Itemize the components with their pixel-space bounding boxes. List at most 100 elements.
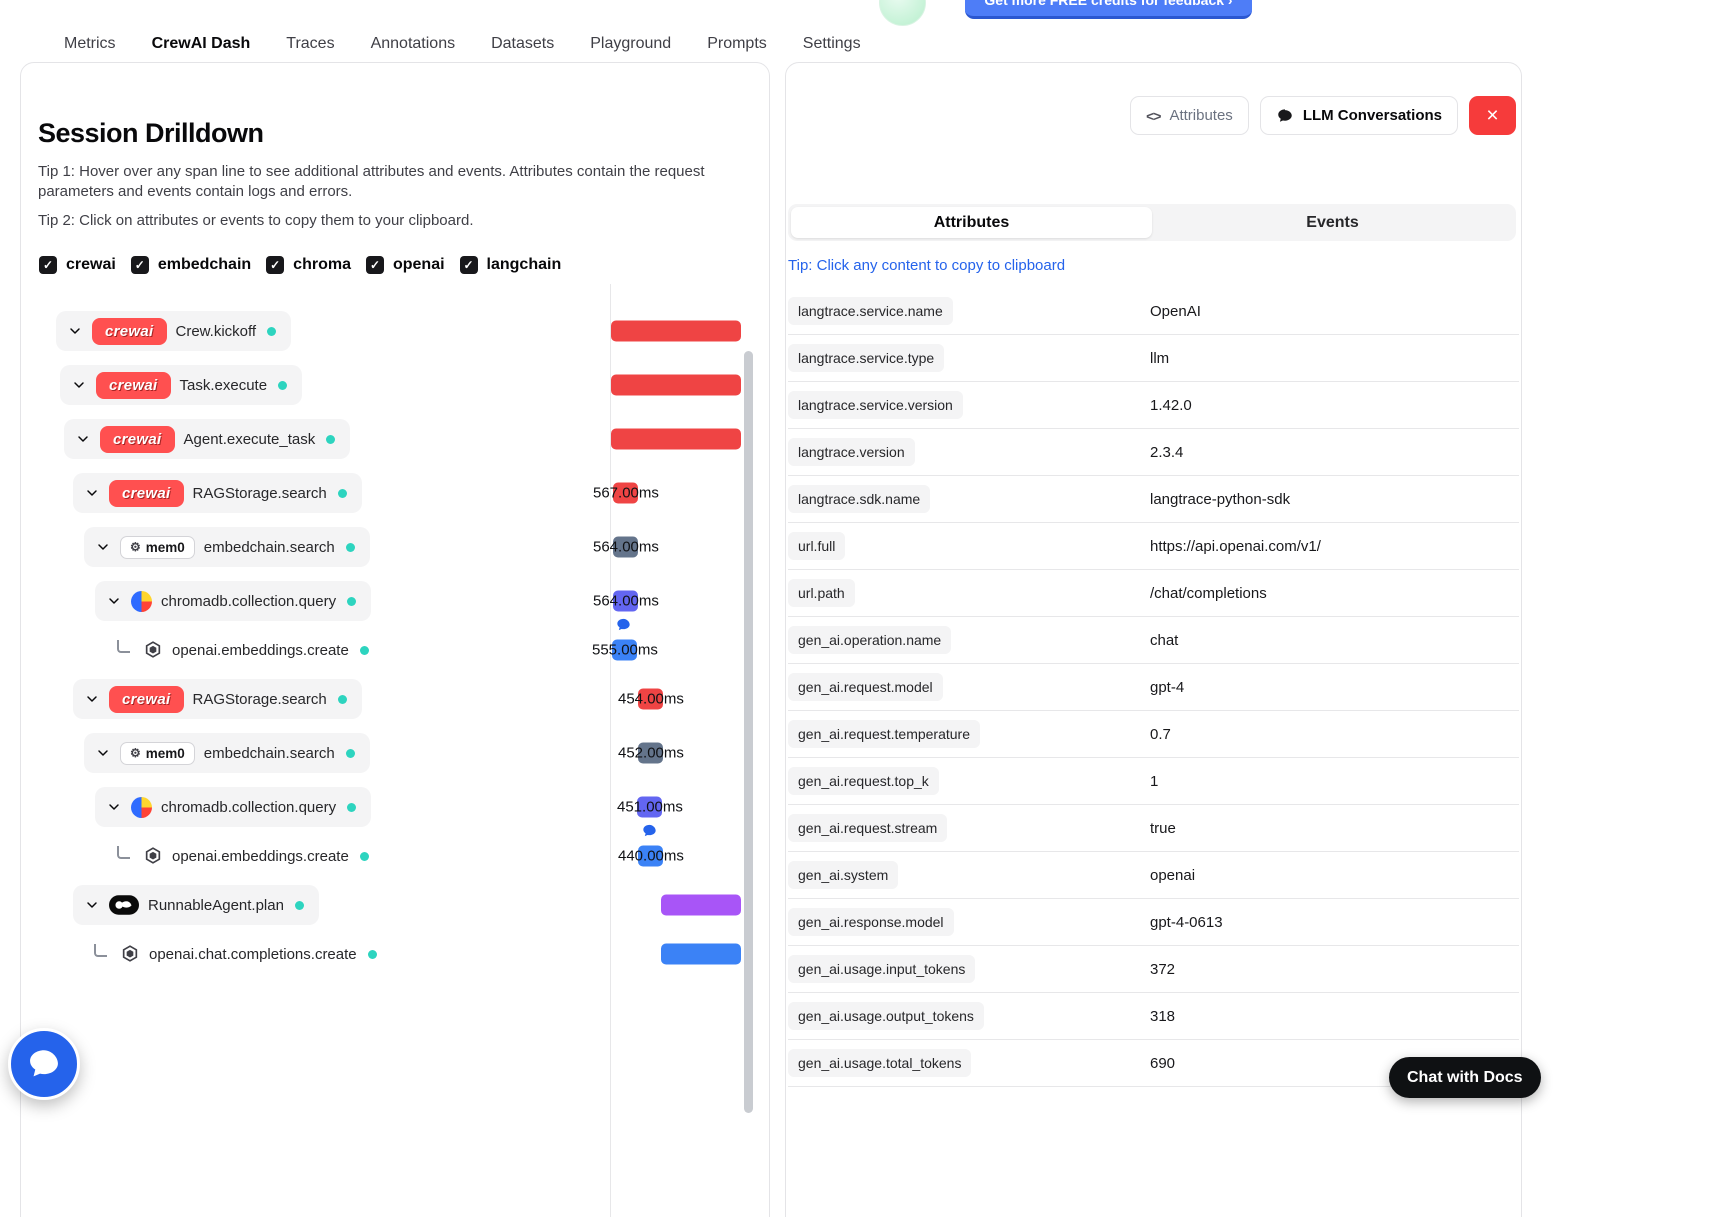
attribute-key[interactable]: langtrace.version xyxy=(788,438,915,466)
attribute-value[interactable]: /chat/completions xyxy=(1150,584,1267,602)
tab-annotations[interactable]: Annotations xyxy=(353,25,474,69)
checkbox-crewai[interactable]: ✓ xyxy=(39,255,57,274)
chevron-down-icon[interactable] xyxy=(71,377,87,393)
span-openai-chat-completions-create[interactable]: openai.chat.completions.create xyxy=(94,944,377,964)
attribute-row: gen_ai.response.model gpt-4-0613 xyxy=(788,899,1519,946)
attribute-key[interactable]: gen_ai.request.model xyxy=(788,673,943,701)
attribute-key[interactable]: url.full xyxy=(788,532,846,560)
tab-metrics[interactable]: Metrics xyxy=(46,25,134,69)
tab-prompts[interactable]: Prompts xyxy=(689,25,785,69)
timeline-bar[interactable] xyxy=(638,845,663,867)
attribute-key[interactable]: langtrace.sdk.name xyxy=(788,485,931,513)
attribute-key[interactable]: gen_ai.request.temperature xyxy=(788,720,980,748)
avatar[interactable] xyxy=(879,0,926,26)
attribute-key[interactable]: gen_ai.usage.output_tokens xyxy=(788,1002,984,1030)
chevron-down-icon[interactable] xyxy=(67,323,83,339)
timeline-bar[interactable] xyxy=(661,943,741,965)
event-bubble-icon[interactable] xyxy=(615,617,632,634)
attribute-value[interactable]: openai xyxy=(1150,866,1196,884)
attribute-value[interactable]: 690 xyxy=(1150,1054,1176,1072)
timeline-bar[interactable] xyxy=(638,742,663,764)
chevron-down-icon[interactable] xyxy=(106,593,122,609)
chevron-down-icon[interactable] xyxy=(84,691,100,707)
chat-widget-button[interactable] xyxy=(8,1028,80,1100)
span-Agent-execute_task[interactable]: crewai Agent.execute_task xyxy=(64,419,351,459)
chevron-down-icon[interactable] xyxy=(95,745,111,761)
tab-playground[interactable]: Playground xyxy=(572,25,689,69)
timeline-bar[interactable] xyxy=(637,796,662,818)
attribute-value[interactable]: gpt-4 xyxy=(1150,678,1185,696)
span-RAGStorage-search[interactable]: crewai RAGStorage.search xyxy=(73,679,362,719)
checkbox-langchain[interactable]: ✓ xyxy=(459,255,478,274)
chevron-down-icon[interactable] xyxy=(75,431,91,447)
llm-conversations-button[interactable]: LLM Conversations xyxy=(1259,96,1458,135)
attribute-key[interactable]: gen_ai.request.stream xyxy=(788,814,948,842)
span-openai-embeddings-create[interactable]: openai.embeddings.create xyxy=(117,846,369,866)
attribute-key[interactable]: langtrace.service.version xyxy=(788,391,963,419)
span-embedchain-search[interactable]: ⚙ mem0 embedchain.search xyxy=(84,527,370,567)
attribute-key[interactable]: gen_ai.usage.total_tokens xyxy=(788,1049,972,1077)
attribute-key[interactable]: url.path xyxy=(788,579,855,607)
attribute-value[interactable]: OpenAI xyxy=(1150,302,1201,320)
timeline-bar[interactable] xyxy=(613,536,638,558)
timeline-bar[interactable] xyxy=(613,482,638,504)
close-button[interactable]: × xyxy=(1469,96,1516,135)
span-Crew-kickoff[interactable]: crewai Crew.kickoff xyxy=(56,311,292,351)
attribute-key[interactable]: gen_ai.system xyxy=(788,861,899,889)
attribute-row: gen_ai.usage.output_tokens 318 xyxy=(788,993,1519,1040)
tree-scrollbar[interactable] xyxy=(744,351,753,1113)
checkbox-chroma[interactable]: ✓ xyxy=(266,255,285,274)
timeline-bar[interactable] xyxy=(638,688,663,710)
span-embedchain-search[interactable]: ⚙ mem0 embedchain.search xyxy=(84,733,370,773)
attribute-key[interactable]: langtrace.service.type xyxy=(788,344,945,372)
attribute-key[interactable]: gen_ai.usage.input_tokens xyxy=(788,955,976,983)
attribute-value[interactable]: 2.3.4 xyxy=(1150,443,1184,461)
span-RAGStorage-search[interactable]: crewai RAGStorage.search xyxy=(73,473,362,513)
timeline-bar[interactable] xyxy=(611,374,741,396)
attribute-value[interactable]: gpt-4-0613 xyxy=(1150,913,1223,931)
tab-events[interactable]: Events xyxy=(1306,213,1359,231)
checkbox-openai[interactable]: ✓ xyxy=(365,255,384,274)
chevron-down-icon[interactable] xyxy=(84,485,100,501)
timeline-bar[interactable] xyxy=(612,639,637,661)
attribute-value[interactable]: https://api.openai.com/v1/ xyxy=(1150,537,1321,555)
attribute-value[interactable]: langtrace-python-sdk xyxy=(1150,490,1291,508)
tab-attributes[interactable]: Attributes xyxy=(791,207,1152,238)
attribute-value[interactable]: 318 xyxy=(1150,1007,1176,1025)
attribute-key[interactable]: gen_ai.request.top_k xyxy=(788,767,939,795)
timeline-bar[interactable] xyxy=(613,590,638,612)
attribute-value[interactable]: llm xyxy=(1150,349,1170,367)
chevron-down-icon[interactable] xyxy=(95,539,111,555)
filter-label-langchain: langchain xyxy=(486,255,562,273)
span-label: Agent.execute_task xyxy=(183,430,316,448)
attributes-button[interactable]: <> Attributes xyxy=(1130,96,1249,135)
credits-button[interactable]: Get more FREE credits for feedback › xyxy=(965,0,1252,19)
tab-traces[interactable]: Traces xyxy=(268,25,352,69)
checkbox-embedchain[interactable]: ✓ xyxy=(130,255,149,274)
attribute-value[interactable]: 1 xyxy=(1150,772,1159,790)
event-bubble-icon[interactable] xyxy=(641,823,658,840)
chat-bubble-icon xyxy=(1276,107,1294,125)
copy-tip-link[interactable]: Tip: Click any content to copy to clipbo… xyxy=(788,257,1066,274)
attribute-value[interactable]: 0.7 xyxy=(1150,725,1171,743)
timeline-bar[interactable] xyxy=(611,428,741,450)
timeline-bar[interactable] xyxy=(611,320,741,342)
attribute-key[interactable]: langtrace.service.name xyxy=(788,297,953,325)
span-RunnableAgent-plan[interactable]: RunnableAgent.plan xyxy=(73,885,319,925)
attribute-value[interactable]: true xyxy=(1150,819,1176,837)
attribute-key[interactable]: gen_ai.response.model xyxy=(788,908,954,936)
span-chromadb-collection-query[interactable]: chromadb.collection.query xyxy=(95,581,372,621)
timeline-bar[interactable] xyxy=(661,894,741,916)
attribute-value[interactable]: chat xyxy=(1150,631,1179,649)
attribute-key[interactable]: gen_ai.operation.name xyxy=(788,626,952,654)
attribute-value[interactable]: 372 xyxy=(1150,960,1176,978)
attribute-value[interactable]: 1.42.0 xyxy=(1150,396,1192,414)
tab-settings[interactable]: Settings xyxy=(785,25,879,69)
span-chromadb-collection-query[interactable]: chromadb.collection.query xyxy=(95,787,372,827)
chevron-down-icon[interactable] xyxy=(106,799,122,815)
span-Task-execute[interactable]: crewai Task.execute xyxy=(60,365,303,405)
tab-datasets[interactable]: Datasets xyxy=(473,25,572,69)
span-openai-embeddings-create[interactable]: openai.embeddings.create xyxy=(117,640,369,660)
chevron-down-icon[interactable] xyxy=(84,897,100,913)
chat-with-docs-button[interactable]: Chat with Docs xyxy=(1389,1057,1541,1098)
